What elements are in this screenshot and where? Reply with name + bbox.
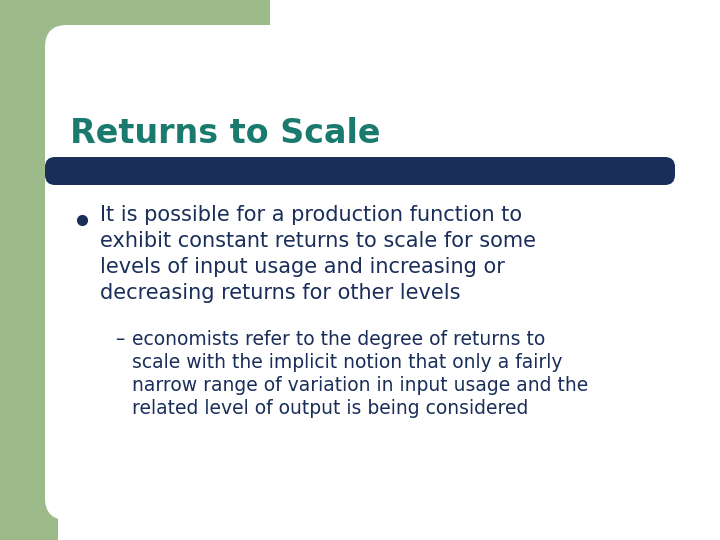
- Text: Returns to Scale: Returns to Scale: [70, 117, 380, 150]
- Text: It is possible for a production function to: It is possible for a production function…: [100, 205, 522, 225]
- Text: narrow range of variation in input usage and the: narrow range of variation in input usage…: [132, 376, 588, 395]
- Text: decreasing returns for other levels: decreasing returns for other levels: [100, 283, 461, 303]
- Text: exhibit constant returns to scale for some: exhibit constant returns to scale for so…: [100, 231, 536, 251]
- Text: levels of input usage and increasing or: levels of input usage and increasing or: [100, 257, 505, 277]
- Text: –: –: [115, 330, 125, 349]
- FancyBboxPatch shape: [45, 157, 675, 185]
- Bar: [0, 0, 58, 540]
- Text: economists refer to the degree of returns to: economists refer to the degree of return…: [132, 330, 545, 349]
- Text: scale with the implicit notion that only a fairly: scale with the implicit notion that only…: [132, 353, 562, 372]
- FancyBboxPatch shape: [45, 25, 710, 520]
- Bar: [0, 0, 270, 110]
- Text: related level of output is being considered: related level of output is being conside…: [132, 399, 528, 418]
